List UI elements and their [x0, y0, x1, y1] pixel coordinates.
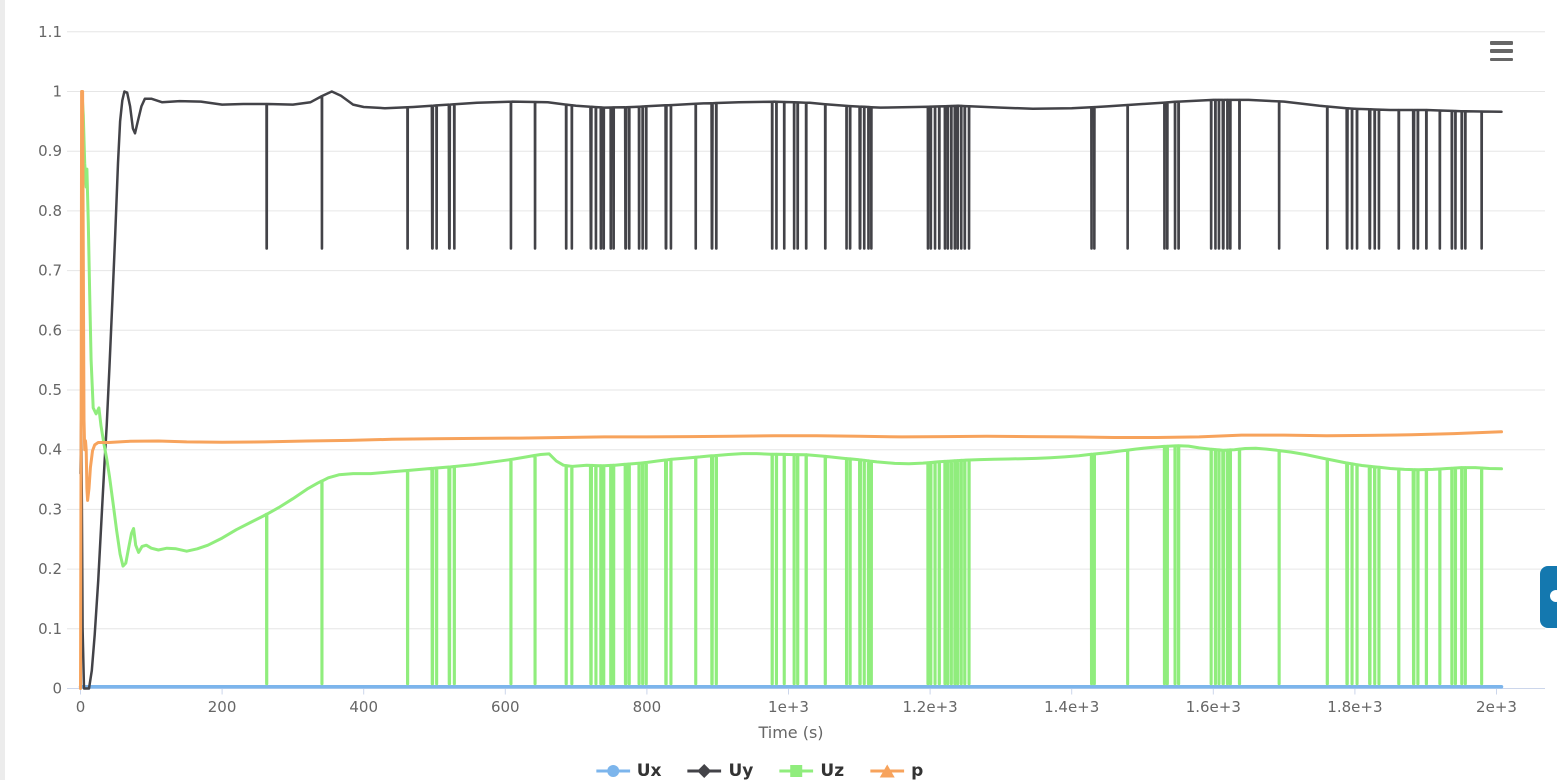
legend-label: Ux [636, 761, 662, 781]
legend-label: p [911, 761, 924, 781]
y-axis-labels: 0 0.1 0.2 0.3 0.4 0.5 0.6 0.7 0.8 0.9 1 1.1 [38, 23, 62, 698]
x-axis-label: 2e+3 [1476, 698, 1517, 716]
x-axis-label: 800 [633, 698, 662, 716]
feedback-tab[interactable] [1540, 566, 1557, 628]
x-axis-title: Time (s) [757, 723, 823, 742]
x-axis-label: 1.8e+3 [1327, 698, 1382, 716]
x-tick-marks [80, 688, 1497, 695]
y-axis-label: 0.8 [38, 202, 62, 220]
y-axis-label: 1.1 [38, 23, 62, 41]
x-axis-label: 400 [349, 698, 378, 716]
hamburger-icon [1489, 49, 1513, 53]
series-uy-line [79, 90, 1503, 690]
hamburger-icon [1489, 41, 1513, 45]
y-axis-label: 0.9 [38, 142, 62, 160]
uz-line-square-marker-icon [779, 765, 814, 777]
chart-context-menu-button[interactable] [1488, 40, 1514, 62]
x-axis-label: 1.2e+3 [902, 698, 957, 716]
legend-item-ux[interactable]: Ux [595, 760, 662, 782]
legend-item-uz[interactable]: Uz [779, 760, 844, 782]
legend-label: Uz [820, 761, 845, 781]
feedback-icon [1550, 590, 1557, 602]
x-axis-labels: 0 200 400 600 800 1e+3 1.2e+3 1.4e+3 1.6e+3 1.8e+… [76, 698, 1517, 716]
x-axis-label: 600 [491, 698, 520, 716]
uy-line-diamond-marker-icon [687, 764, 722, 778]
legend-label: Uy [728, 761, 754, 781]
legend-item-p[interactable]: p [870, 760, 923, 782]
x-axis-label: 1.6e+3 [1186, 698, 1241, 716]
series-lines [78, 90, 1504, 690]
x-axis-label: 200 [208, 698, 237, 716]
series-uz-line [80, 90, 1503, 686]
y-axis-label: 0.6 [38, 321, 62, 339]
series-p-line [79, 90, 1503, 690]
p-line-triangle-marker-icon [870, 764, 905, 778]
legend-item-uy[interactable]: Uy [687, 760, 754, 782]
page-left-gutter [0, 0, 5, 780]
x-axis-label: 1e+3 [768, 698, 809, 716]
y-axis-label: 0.5 [38, 381, 62, 399]
y-axis-label: 0.3 [38, 500, 62, 518]
x-axis-label: 1.4e+3 [1044, 698, 1099, 716]
y-axis-label: 0.2 [38, 560, 62, 578]
ux-line-circle-marker-icon [595, 765, 630, 777]
y-axis-label: 0.7 [38, 262, 62, 280]
y-axis-label: 0 [52, 680, 62, 698]
y-axis-label: 0.4 [38, 441, 62, 459]
x-axis-label: 0 [76, 698, 86, 716]
y-axis-label: 0.1 [38, 620, 62, 638]
legend: Ux Uy Uz p [595, 760, 923, 782]
plot-area[interactable] [67, 32, 1505, 689]
y-axis-label: 1 [52, 83, 62, 101]
hamburger-icon [1489, 57, 1513, 61]
